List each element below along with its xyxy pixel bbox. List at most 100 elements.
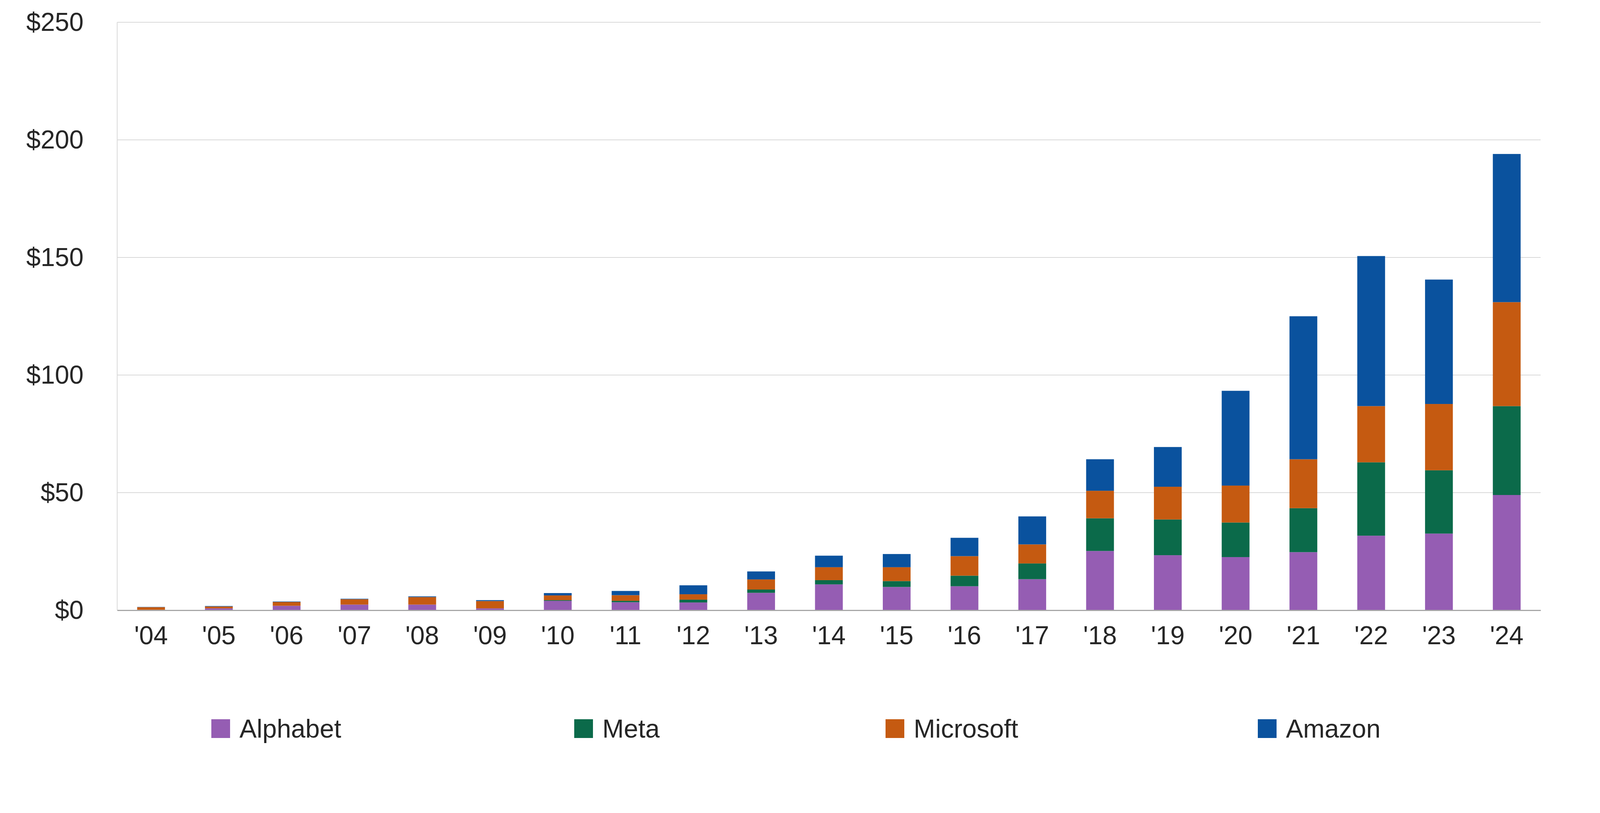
- x-tick: '15: [880, 610, 914, 650]
- bar: [1357, 255, 1386, 406]
- bar: [272, 601, 301, 606]
- bar: [679, 599, 708, 603]
- x-tick: '21: [1286, 610, 1321, 650]
- y-axis: $0 $50 $100 $150 $200 $250: [26, 7, 84, 625]
- x-tick-label: '19: [1151, 620, 1185, 650]
- x-tick: '18: [1083, 610, 1117, 650]
- bar: [137, 607, 165, 610]
- series-bars: [543, 405, 1521, 603]
- x-tick-label: '13: [744, 620, 778, 650]
- legend-item: Microsoft: [885, 714, 1019, 743]
- grid-line: [117, 609, 1541, 611]
- bar: [1153, 555, 1182, 611]
- bar: [1018, 579, 1047, 611]
- bar: [1221, 485, 1250, 523]
- bar: [882, 586, 911, 611]
- grid-line: [117, 257, 1541, 258]
- bar: [340, 599, 369, 605]
- grid-line: [117, 139, 1541, 141]
- bar: [1289, 316, 1318, 460]
- x-tick: '04: [134, 610, 168, 650]
- bar: [1289, 508, 1318, 553]
- x-tick: '17: [1015, 610, 1050, 650]
- y-tick-label: $50: [40, 477, 84, 507]
- bar: [205, 606, 233, 609]
- y-tick: $200: [26, 125, 84, 154]
- legend-label: Amazon: [1285, 714, 1381, 743]
- bar: [1086, 459, 1115, 492]
- bar: [1289, 459, 1318, 509]
- y-axis-line: [116, 22, 118, 611]
- x-tick-label: '20: [1218, 620, 1253, 650]
- x-tick: '14: [812, 610, 846, 650]
- bar: [1357, 405, 1386, 463]
- bar: [408, 596, 436, 597]
- x-tick-label: '24: [1489, 620, 1524, 650]
- series-bars: [137, 153, 1521, 608]
- grid-line: [117, 492, 1541, 493]
- bar: [1221, 522, 1250, 557]
- x-tick: '09: [473, 610, 507, 650]
- y-tick-label: $100: [26, 360, 84, 390]
- bar: [950, 537, 979, 557]
- bar: [137, 606, 165, 608]
- bar: [814, 567, 843, 581]
- bar: [476, 601, 504, 609]
- y-tick: $250: [26, 7, 84, 37]
- x-axis: '04'05'06'07'08'09'10'11'12'13'14'15'16'…: [117, 610, 1542, 650]
- bar: [543, 592, 572, 596]
- legend-swatch: [1257, 719, 1277, 738]
- bar: [1221, 557, 1250, 611]
- bar: [1425, 279, 1453, 404]
- series-bars: [137, 301, 1521, 610]
- x-tick-label: '10: [541, 620, 575, 650]
- y-tick: $150: [26, 242, 84, 272]
- bar: [205, 605, 233, 607]
- y-tick: $0: [55, 595, 84, 625]
- bar: [747, 592, 775, 611]
- bar: [679, 585, 708, 595]
- bar: [543, 600, 572, 601]
- x-tick-label: '04: [134, 620, 168, 650]
- x-tick: '07: [337, 610, 372, 650]
- bar: [543, 595, 572, 600]
- bar: [1357, 462, 1386, 536]
- bar: [1153, 519, 1182, 556]
- bar: [1425, 470, 1453, 534]
- bar: [340, 598, 369, 600]
- x-tick: '16: [947, 610, 982, 650]
- x-tick: '10: [541, 610, 575, 650]
- x-tick: '20: [1218, 610, 1253, 650]
- bar: [747, 589, 775, 593]
- grid-line: [117, 374, 1541, 376]
- y-tick-label: $150: [26, 242, 84, 272]
- bar: [1492, 405, 1521, 495]
- x-tick-label: '17: [1015, 620, 1050, 650]
- bar: [1086, 490, 1115, 518]
- y-axis-domain: [83, 22, 84, 611]
- x-tick: '13: [744, 610, 778, 650]
- chart: $0$50$100$150$200$250'04'05'06'07'08'09'…: [0, 0, 1600, 813]
- bars: [137, 153, 1521, 611]
- x-tick: '12: [676, 610, 711, 650]
- bar: [1153, 486, 1182, 520]
- x-tick: '22: [1354, 610, 1388, 650]
- y-tick: $100: [26, 360, 84, 390]
- bar: [1018, 563, 1047, 579]
- series-bars: [137, 494, 1521, 611]
- x-tick-label: '18: [1083, 620, 1117, 650]
- legend: AlphabetMetaMicrosoftAmazon: [211, 714, 1381, 743]
- bar: [272, 601, 301, 602]
- x-tick: '06: [269, 610, 304, 650]
- bar: [1153, 446, 1182, 487]
- legend-label: Alphabet: [239, 714, 342, 743]
- x-tick: '05: [201, 610, 236, 650]
- grid-line: [117, 21, 1541, 23]
- bar: [950, 575, 979, 587]
- bar: [814, 580, 843, 585]
- bar: [1357, 535, 1386, 611]
- bar: [611, 594, 640, 601]
- y-tick: $50: [40, 477, 84, 507]
- x-tick-label: '16: [947, 620, 982, 650]
- grid: [117, 22, 1541, 611]
